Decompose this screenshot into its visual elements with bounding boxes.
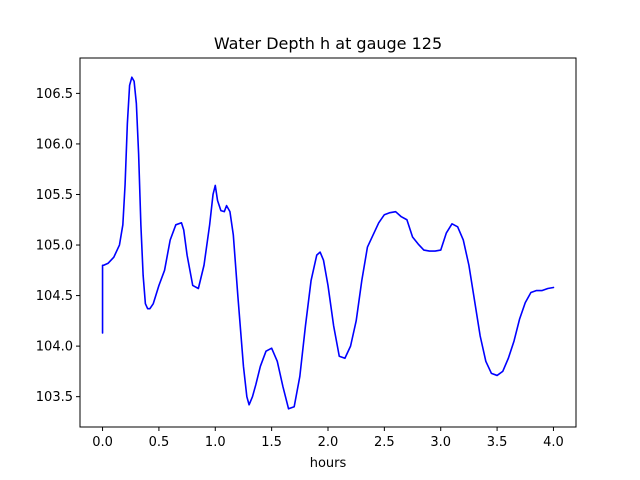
y-axis: 103.5 104.0 104.5 105.0 105.5 106.0 106.5 [36,87,80,405]
x-tick-label: 1.5 [261,435,282,450]
x-tick-label: 3.0 [430,435,451,450]
y-tick-label: 105.5 [36,188,73,203]
x-tick-label: 0.0 [92,435,113,450]
series-line-0 [101,76,555,410]
plot-area [101,76,555,410]
x-axis-label: hours [310,456,347,471]
x-tick-label: 3.5 [487,435,508,450]
y-tick-label: 103.5 [36,390,73,405]
chart-title: Water Depth h at gauge 125 [214,34,442,53]
x-tick-label: 4.0 [543,435,564,450]
x-tick-label: 0.5 [149,435,170,450]
y-tick-label: 104.5 [36,289,73,304]
x-tick-label: 2.0 [318,435,339,450]
x-axis: 0.0 0.5 1.0 1.5 2.0 2.5 3.0 3.5 4.0 [92,427,564,450]
y-tick-label: 104.0 [36,340,73,355]
x-tick-label: 2.5 [374,435,395,450]
y-tick-label: 105.0 [36,239,73,254]
y-tick-label: 106.5 [36,87,73,102]
x-tick-label: 1.0 [205,435,226,450]
y-tick-label: 106.0 [36,137,73,152]
